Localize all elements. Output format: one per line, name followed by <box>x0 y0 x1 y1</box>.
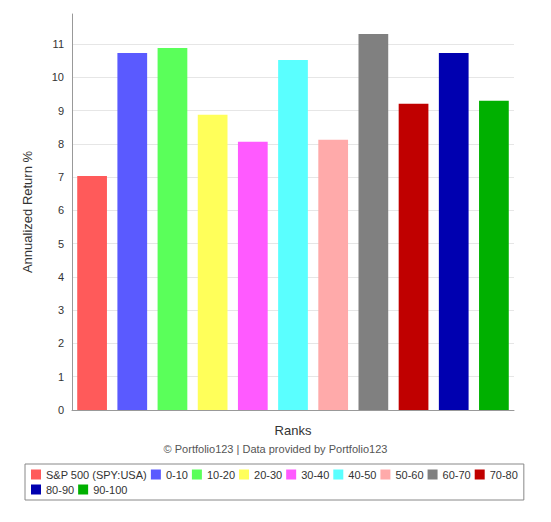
svg-text:20-30: 20-30 <box>254 469 282 481</box>
svg-text:11: 11 <box>53 38 64 50</box>
svg-text:© Portfolio123 | Data provided: © Portfolio123 | Data provided by Portfo… <box>164 443 388 455</box>
svg-text:2: 2 <box>58 337 64 349</box>
svg-text:0-10: 0-10 <box>166 469 188 481</box>
svg-text:Ranks: Ranks <box>275 423 312 438</box>
svg-text:80-90: 80-90 <box>46 484 74 496</box>
svg-text:40-50: 40-50 <box>348 469 376 481</box>
svg-text:0: 0 <box>58 404 64 416</box>
svg-text:4: 4 <box>58 271 64 283</box>
svg-text:10: 10 <box>52 71 64 83</box>
svg-text:9: 9 <box>58 105 64 117</box>
svg-text:7: 7 <box>58 171 64 183</box>
svg-text:90-100: 90-100 <box>93 484 127 496</box>
svg-text:10-20: 10-20 <box>207 469 235 481</box>
svg-text:3: 3 <box>58 304 64 316</box>
svg-text:60-70: 60-70 <box>443 469 471 481</box>
svg-text:6: 6 <box>58 204 64 216</box>
svg-text:Annualized Return %: Annualized Return % <box>20 151 35 274</box>
svg-text:8: 8 <box>58 138 64 150</box>
svg-text:50-60: 50-60 <box>395 469 423 481</box>
svg-text:30-40: 30-40 <box>301 469 329 481</box>
svg-text:S&P 500 (SPY:USA): S&P 500 (SPY:USA) <box>46 469 147 481</box>
svg-text:5: 5 <box>58 238 64 250</box>
svg-text:1: 1 <box>58 371 64 383</box>
svg-text:70-80: 70-80 <box>490 469 518 481</box>
